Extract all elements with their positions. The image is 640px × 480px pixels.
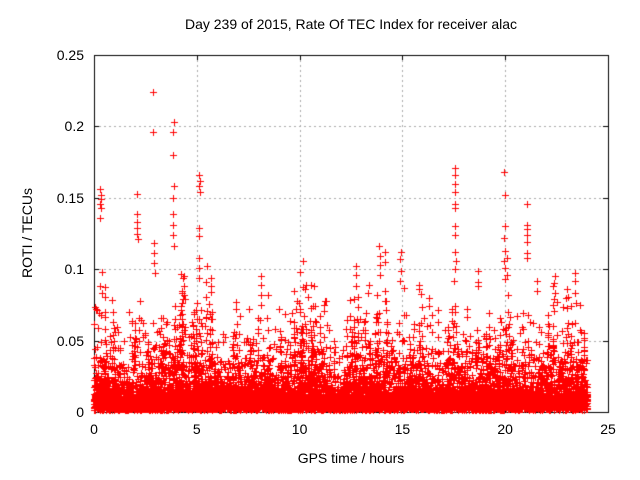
chart-title: Day 239 of 2015, Rate Of TEC Index for r… (184, 16, 518, 32)
y-tick-label: 0.25 (56, 47, 84, 63)
y-tick-label: 0.15 (56, 189, 84, 206)
x-tick-label: 25 (600, 421, 616, 437)
x-tick-label: 5 (192, 421, 201, 437)
y-tick-label: 0.05 (56, 332, 84, 349)
y-tick-label: 0.2 (64, 118, 84, 135)
x-tick-label: 0 (90, 421, 98, 437)
x-axis-label: GPS time / hours (297, 450, 405, 466)
x-tick-label: 10 (291, 421, 308, 437)
x-tick-label: 15 (394, 421, 411, 437)
y-tick-label: 0.1 (64, 261, 84, 278)
x-tick-label: 20 (497, 421, 513, 437)
y-tick-label: 0 (76, 404, 84, 420)
y-axis-label: ROTI / TECUs (19, 188, 35, 278)
